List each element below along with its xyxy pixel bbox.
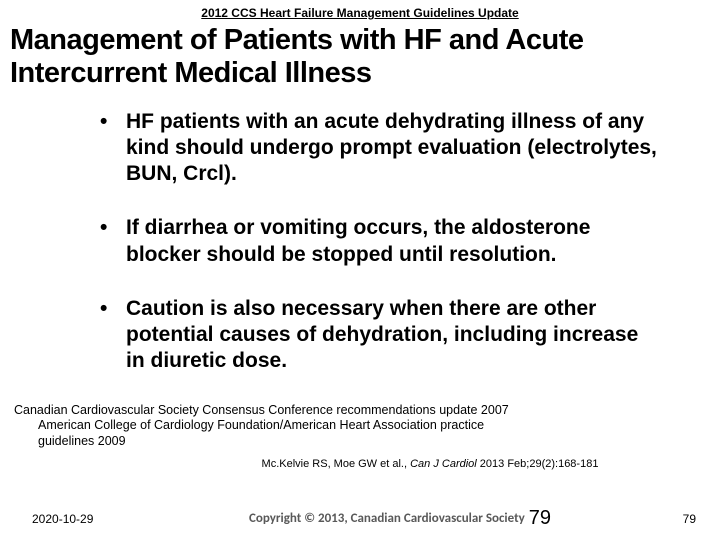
reference-line: Canadian Cardiovascular Society Consensu… [14, 403, 706, 419]
citation-authors: Mc.Kelvie RS, Moe GW et al., [262, 458, 411, 470]
reference-block: Canadian Cardiovascular Society Consensu… [0, 403, 720, 450]
copyright-text: Copyright © 2013, Canadian Cardiovascula… [249, 511, 525, 526]
page-number-center: 79 [525, 507, 551, 529]
footer: 2020-10-29 Copyright © 2013, Canadian Ca… [0, 507, 720, 530]
citation-details: 2013 Feb;29(2):168-181 [480, 458, 599, 470]
bullet-item: HF patients with an acute dehydrating il… [100, 109, 660, 188]
citation: Mc.Kelvie RS, Moe GW et al., Can J Cardi… [0, 450, 720, 470]
bullet-item: Caution is also necessary when there are… [100, 296, 660, 375]
document-header: 2012 CCS Heart Failure Management Guidel… [0, 0, 720, 20]
slide-title: Management of Patients with HF and Acute… [0, 20, 720, 101]
bullet-list: HF patients with an acute dehydrating il… [0, 101, 720, 375]
footer-copyright: Copyright © 2013, Canadian Cardiovascula… [140, 507, 660, 530]
citation-journal: Can J Cardiol [410, 458, 480, 470]
footer-date: 2020-10-29 [0, 512, 140, 526]
reference-line: American College of Cardiology Foundatio… [14, 418, 706, 434]
page-number-right: 79 [660, 512, 720, 526]
bullet-item: If diarrhea or vomiting occurs, the aldo… [100, 215, 660, 268]
reference-line: guidelines 2009 [14, 434, 706, 450]
